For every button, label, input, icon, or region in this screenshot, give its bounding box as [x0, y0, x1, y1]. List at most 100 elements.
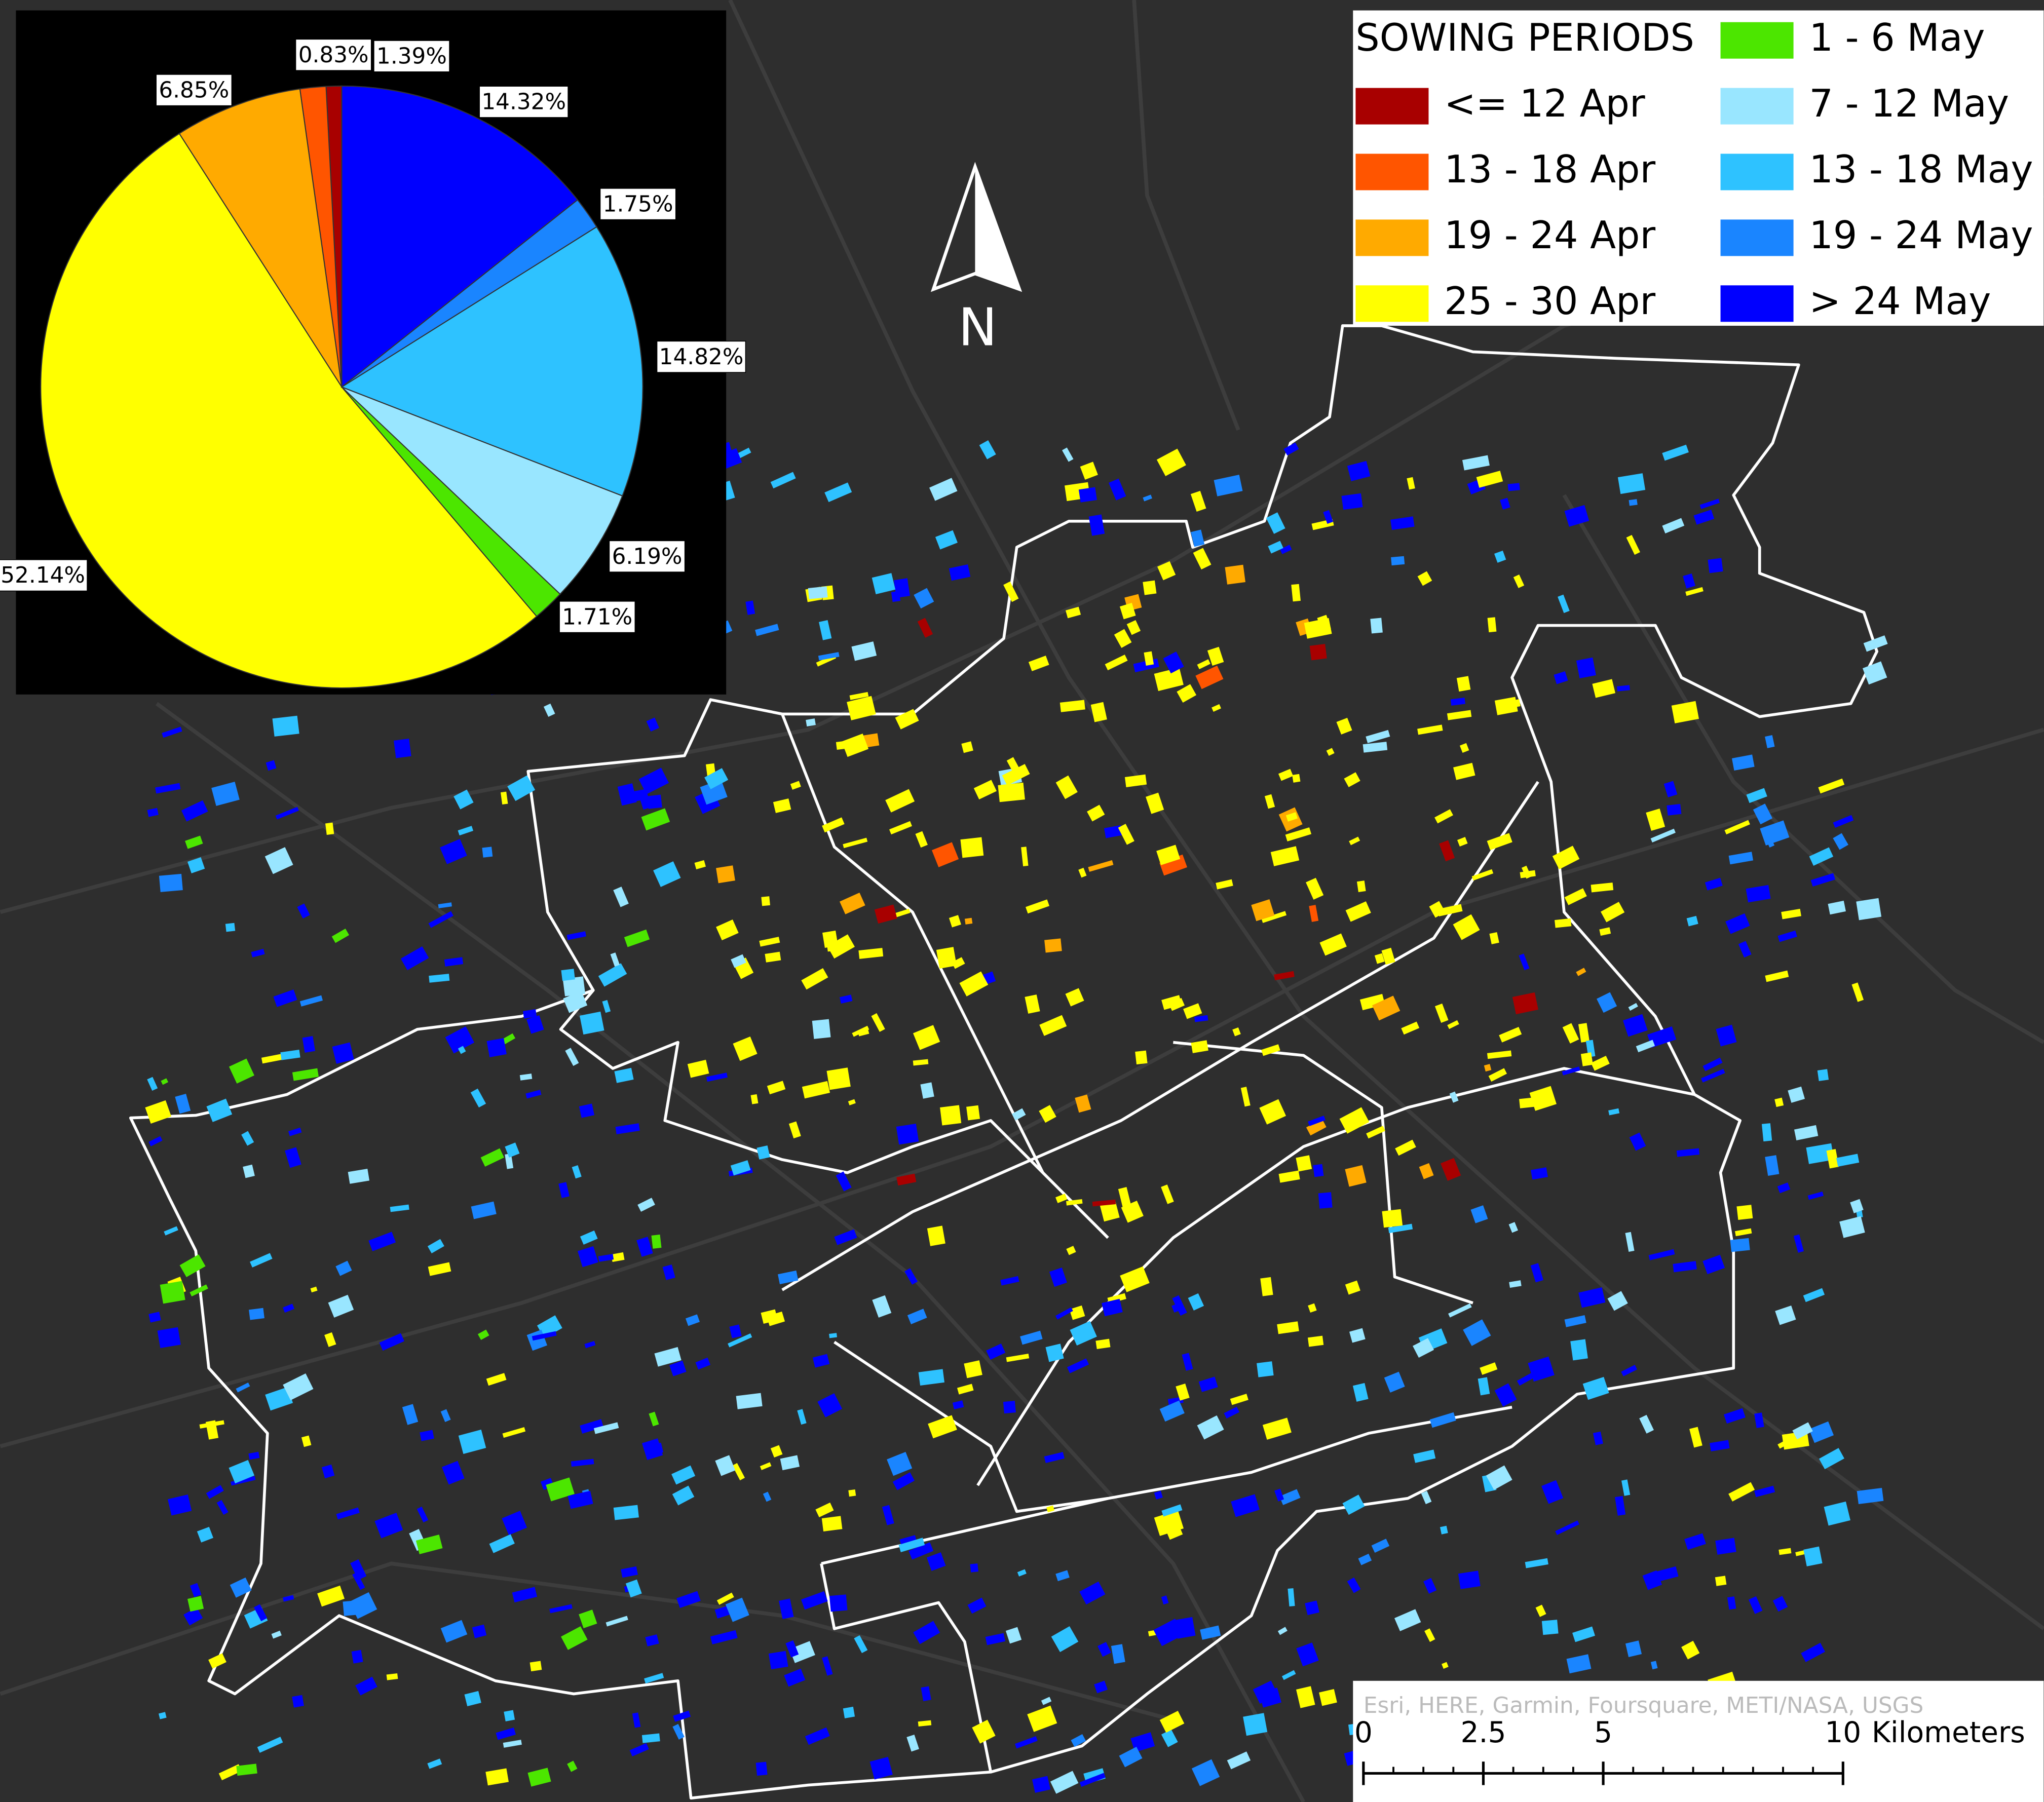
parcel — [1754, 1412, 1764, 1428]
parcel — [549, 1604, 573, 1614]
parcel — [390, 1204, 409, 1212]
parcel — [893, 578, 910, 598]
parcel — [662, 1264, 675, 1280]
parcel — [1857, 1487, 1884, 1505]
parcel — [218, 1764, 242, 1781]
parcel — [1118, 1187, 1131, 1207]
legend-swatch — [1355, 219, 1429, 256]
parcel — [767, 1081, 786, 1095]
parcel — [417, 1506, 429, 1523]
parcel — [1191, 529, 1205, 547]
parcel — [1693, 509, 1715, 525]
parcel — [801, 1591, 828, 1610]
parcel — [1032, 1776, 1051, 1793]
parcel — [611, 1252, 625, 1262]
parcel — [1765, 735, 1775, 748]
parcel — [1020, 1330, 1043, 1345]
parcel — [444, 957, 464, 967]
parcel — [892, 1472, 915, 1490]
parcel — [175, 1093, 191, 1114]
parcel — [806, 718, 816, 727]
parcel — [1062, 447, 1074, 462]
parcel — [759, 937, 780, 947]
parcel — [852, 1025, 869, 1037]
parcel — [1197, 1415, 1224, 1440]
parcel — [1748, 1596, 1763, 1614]
parcel — [1833, 833, 1848, 850]
parcel — [824, 482, 852, 503]
parcel — [571, 1459, 594, 1467]
parcel — [1826, 1149, 1839, 1169]
parcel — [1390, 516, 1415, 530]
parcel — [1629, 1132, 1646, 1151]
parcel — [496, 1728, 516, 1740]
parcel — [1803, 1546, 1823, 1566]
parcel — [765, 951, 781, 963]
parcel — [898, 1538, 925, 1552]
parcel — [1453, 914, 1480, 940]
parcel — [960, 837, 984, 858]
value-label: 1.39% — [376, 43, 447, 69]
parcel — [843, 1706, 855, 1718]
parcel — [1705, 877, 1723, 891]
parcel — [1143, 494, 1152, 502]
parcel — [895, 709, 919, 730]
parcel — [160, 1281, 185, 1304]
parcel — [1850, 1199, 1864, 1213]
parcel — [1715, 1576, 1727, 1586]
parcel — [1702, 1057, 1723, 1071]
parcel — [1626, 534, 1640, 555]
parcel — [1080, 462, 1098, 480]
parcel — [1708, 558, 1723, 573]
parcel — [1306, 1119, 1327, 1136]
parcel — [1051, 1626, 1079, 1653]
parcel — [336, 1507, 360, 1520]
parcel — [613, 1505, 639, 1520]
parcel — [325, 822, 334, 835]
parcel — [164, 1226, 178, 1236]
parcel — [967, 1597, 987, 1614]
parcel — [1012, 1108, 1026, 1121]
value-label: 1.75% — [603, 191, 673, 217]
legend-label: 7 - 12 May — [1809, 82, 2009, 126]
parcel — [952, 1400, 964, 1410]
parcel — [1305, 1600, 1319, 1616]
parcel — [716, 919, 739, 941]
parcel — [789, 1641, 815, 1663]
parcel — [1342, 1494, 1365, 1515]
parcel — [1191, 1040, 1208, 1053]
parcel — [1673, 1261, 1697, 1273]
parcel — [317, 1585, 345, 1607]
parcel — [676, 1591, 701, 1608]
parcel — [1345, 1280, 1360, 1295]
parcel — [442, 1461, 465, 1485]
parcel — [179, 1254, 206, 1277]
value-label: 14.82% — [659, 344, 744, 370]
parcel — [1593, 1431, 1603, 1445]
parcel — [1710, 1440, 1730, 1451]
parcel — [331, 928, 350, 943]
parcel — [275, 807, 299, 820]
parcel — [1006, 1354, 1030, 1362]
parcel — [1104, 825, 1123, 838]
parcel — [716, 1592, 734, 1605]
parcel — [1513, 574, 1525, 588]
parcel — [1592, 679, 1616, 698]
parcel — [1449, 1091, 1459, 1103]
parcel — [1728, 1482, 1755, 1502]
parcel — [1607, 1291, 1628, 1311]
parcel — [1817, 1069, 1829, 1081]
parcel — [1194, 1015, 1208, 1022]
parcel — [1778, 1548, 1792, 1555]
scale-tick-label: 2.5 — [1460, 1716, 1506, 1749]
parcel — [158, 1712, 167, 1719]
parcel — [821, 1516, 843, 1531]
parcel — [733, 1037, 758, 1061]
parcel — [429, 974, 450, 983]
parcel — [1471, 869, 1494, 881]
parcel — [598, 963, 627, 987]
parcel — [415, 1535, 443, 1554]
parcel — [1578, 1023, 1589, 1043]
parcel — [1307, 1335, 1324, 1347]
parcel — [756, 1145, 770, 1160]
